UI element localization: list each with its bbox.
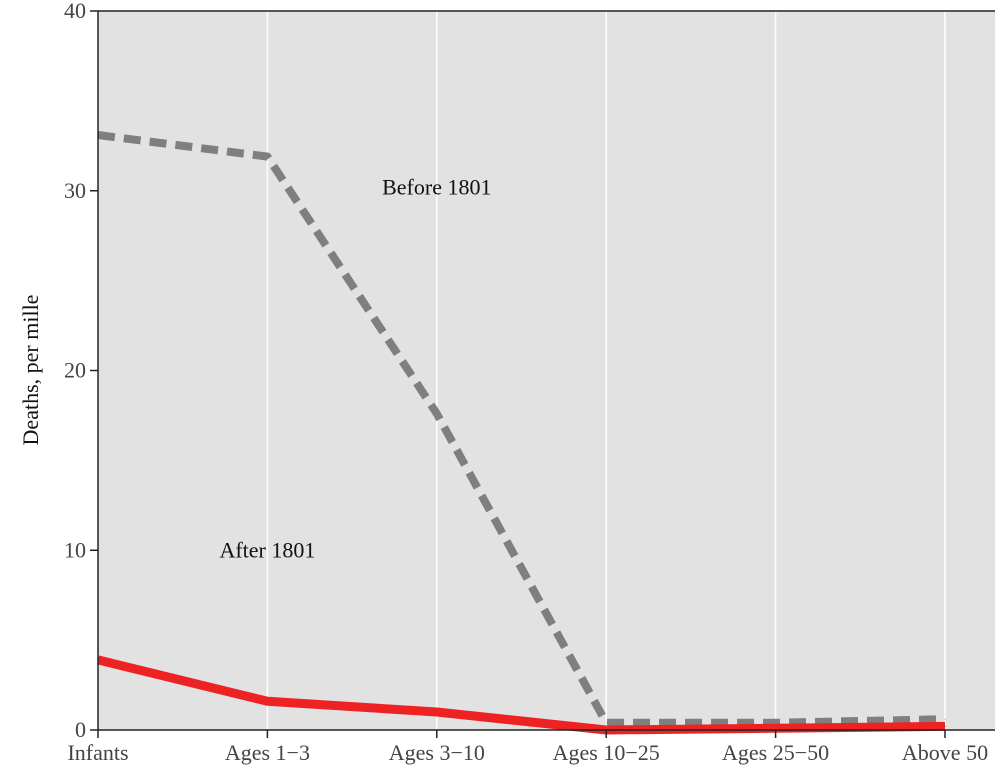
x-axis-ticks: Infants Ages 1−3 Ages 3−10 Ages 10−25 Ages 2… [67,730,988,765]
x-tick-label-0: Infants [67,740,128,765]
x-tick-label-5: Above 50 [902,740,988,765]
x-tick-label-4: Ages 25−50 [722,740,829,765]
y-axis-ticks: 0 10 20 30 40 [64,0,98,742]
x-tick-label-3: Ages 10−25 [553,740,660,765]
data-point-before-5 [945,719,946,720]
data-point-before-2 [436,413,437,414]
annotation-label-1: After 1801 [219,537,315,562]
x-tick-label-2: Ages 3−10 [389,740,485,765]
data-point-after-1 [267,701,268,702]
y-tick-label-40: 40 [64,0,86,23]
y-axis-title: Deaths, per mille [18,295,43,446]
x-tick-label-1: Ages 1−3 [225,740,310,765]
data-point-before-1 [267,156,268,157]
data-point-before-4 [775,722,776,723]
y-tick-label-30: 30 [64,178,86,203]
y-tick-label-20: 20 [64,358,86,383]
data-point-after-5 [945,726,946,727]
y-tick-label-10: 10 [64,537,86,562]
y-tick-label-0: 0 [75,717,86,742]
data-point-after-2 [436,712,437,713]
data-point-before-3 [606,722,607,723]
annotation-label-0: Before 1801 [382,174,491,199]
data-point-after-4 [775,728,776,729]
